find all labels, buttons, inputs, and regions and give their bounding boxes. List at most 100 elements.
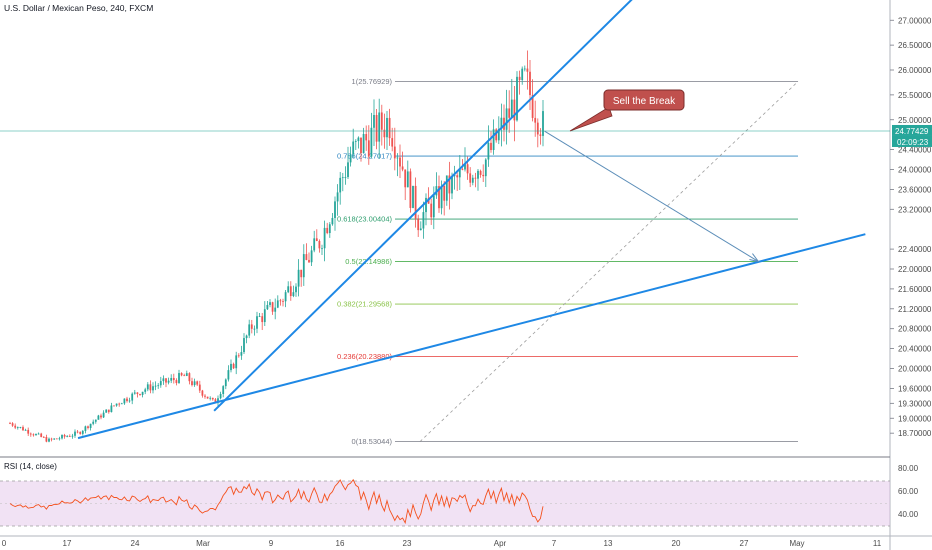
candle-body: [84, 426, 87, 431]
candle-body: [118, 403, 121, 405]
candle-body: [505, 108, 508, 130]
candle-body: [152, 386, 154, 391]
candle-body: [383, 129, 386, 138]
candle-body: [521, 68, 524, 81]
price-pane[interactable]: [0, 0, 890, 457]
candle-body: [29, 433, 32, 435]
price-tick-label: 26.50000: [898, 41, 932, 50]
candle-body: [230, 363, 232, 371]
candle-body: [305, 254, 308, 260]
candle-body: [172, 377, 175, 381]
candle-body: [479, 170, 482, 175]
candle-body: [500, 117, 503, 130]
candle-body: [42, 436, 45, 438]
candle-body: [269, 302, 271, 305]
candle-body: [490, 142, 492, 151]
candle-body: [201, 390, 204, 396]
candle-body: [87, 426, 89, 428]
candle-body: [399, 157, 401, 167]
candle-body: [375, 115, 378, 142]
candle-body: [492, 129, 495, 151]
candle-body: [81, 430, 84, 434]
candle-body: [68, 436, 71, 437]
candle-body: [110, 405, 113, 413]
candle-body: [453, 175, 456, 177]
sell-the-break-callout[interactable]: Sell the Break: [569, 89, 685, 132]
time-label: 13: [604, 539, 613, 548]
candle-body: [497, 129, 500, 141]
candle-body: [167, 380, 170, 383]
candle-body: [162, 378, 165, 382]
price-axis[interactable]: 28.0000027.5000027.0000026.5000026.00000…: [890, 0, 932, 438]
candle-body: [53, 438, 56, 440]
candle-body: [40, 433, 43, 437]
trendlines[interactable]: [77, 0, 866, 440]
candle-body: [240, 352, 243, 356]
time-label: 17: [63, 539, 72, 548]
price-tick-label: 20.40000: [898, 345, 932, 354]
candle-body: [495, 129, 498, 141]
candle-body: [518, 76, 521, 81]
fib-level-label: 0.618(23.00404): [337, 215, 393, 224]
candle-body: [409, 171, 412, 208]
candle-body: [144, 389, 147, 392]
time-label: 27: [740, 539, 749, 548]
trendline-shallow-support[interactable]: [77, 233, 866, 440]
rsi-tick-40: 40.00: [898, 510, 919, 519]
projection-arrow[interactable]: [544, 130, 759, 262]
candle-body: [32, 434, 35, 436]
candle-body: [477, 170, 479, 179]
candle-body: [107, 409, 110, 413]
rsi-pane[interactable]: RSI (14, close) 80.00 60.00 40.00: [0, 462, 919, 527]
candle-body: [37, 433, 40, 435]
candle-body: [227, 370, 230, 380]
candle-body: [310, 250, 313, 263]
candle-body: [48, 438, 50, 442]
candle-body: [323, 227, 326, 249]
fib-level-label: 0.786(24.27017): [337, 152, 393, 161]
price-tick-label: 23.20000: [898, 205, 932, 214]
countdown-badge: [892, 135, 932, 147]
candles[interactable]: [9, 50, 544, 443]
rsi-line: [9, 478, 544, 525]
candle-body: [321, 248, 323, 250]
candle-body: [513, 99, 516, 121]
time-label: 9: [269, 539, 274, 548]
candle-body: [276, 300, 279, 308]
candle-body: [302, 254, 305, 278]
time-label: May: [789, 539, 804, 548]
candle-body: [253, 328, 256, 330]
candle-body: [326, 227, 329, 234]
candle-body: [430, 203, 433, 218]
candle-body: [287, 286, 290, 293]
price-tick-label: 24.40000: [898, 146, 932, 155]
candle-body: [313, 238, 316, 251]
candle-body: [185, 373, 188, 376]
trendline-steep-support[interactable]: [213, 0, 661, 412]
candle-body: [339, 177, 342, 193]
candle-body: [45, 437, 48, 442]
candle-body: [94, 419, 97, 422]
fib-retracement[interactable]: 1(25.76929) 0.786(24.27017) 0.618(23.00404…: [337, 77, 799, 446]
candle-body: [245, 335, 248, 339]
candle-body: [178, 373, 180, 384]
candle-body: [414, 185, 417, 219]
fib-level-label: 0.236(20.23880): [337, 352, 393, 361]
candle-body: [536, 122, 539, 135]
candle-body: [425, 197, 427, 213]
candle-body: [209, 397, 212, 399]
candle-body: [165, 378, 167, 383]
candle-body: [222, 386, 225, 394]
time-axis[interactable]: 0 17 24 Mar 9 16 23 Apr 7 13 20 27 May 11: [2, 539, 882, 548]
price-tick-label: 25.00000: [898, 116, 932, 125]
price-axis-bg[interactable]: [890, 0, 932, 550]
price-tick-label: 22.00000: [898, 265, 932, 274]
candle-body: [440, 185, 443, 209]
candle-body: [534, 117, 537, 123]
candle-body: [188, 373, 191, 382]
candle-body: [248, 324, 251, 336]
candle-body: [531, 95, 534, 118]
candle-body: [258, 316, 261, 318]
candle-body: [282, 301, 284, 302]
